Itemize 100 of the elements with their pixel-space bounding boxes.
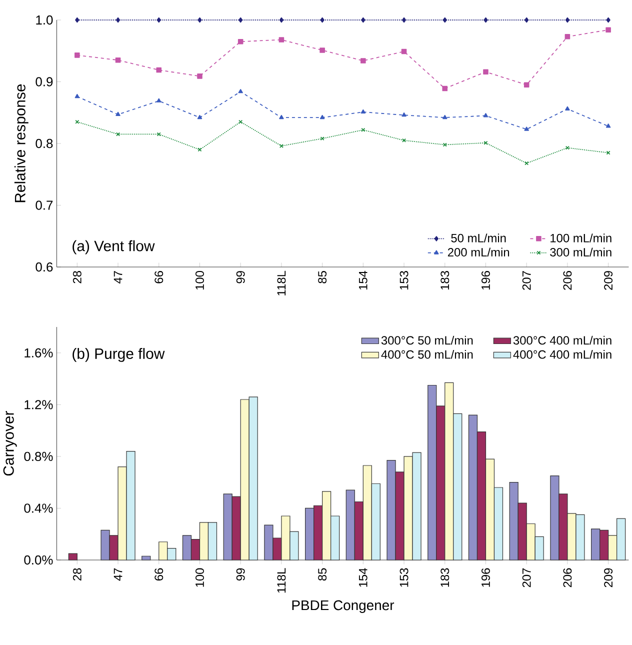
y-tick-label: 0.4% (24, 504, 53, 513)
x-tick-label: 207 (522, 568, 531, 588)
point (606, 150, 610, 155)
x-tick-label: 206 (563, 271, 572, 290)
bar (142, 556, 151, 560)
point (442, 17, 448, 23)
point (361, 17, 366, 23)
point (402, 112, 406, 117)
y-tick-label: 0.9 (36, 77, 53, 86)
x-tick-label: 118L (277, 270, 286, 296)
point (524, 82, 530, 88)
x-tick-label: 207 (522, 271, 531, 290)
point (74, 52, 80, 58)
x-tick-label: 47 (114, 271, 122, 284)
y-tick-label: 1.2% (24, 400, 53, 410)
point (74, 94, 80, 98)
y-tick-label: 0.7 (36, 200, 53, 210)
x-axis-title: PBDE Congener (292, 600, 394, 613)
x-tick-label: 153 (400, 271, 408, 290)
point (116, 112, 120, 116)
x-tick-label: 85 (318, 271, 327, 284)
point (402, 17, 406, 23)
x-tick-label: 183 (440, 568, 450, 587)
x-tick-label: 196 (482, 568, 490, 587)
point (524, 126, 530, 131)
point (320, 48, 326, 53)
x-tick-label: 85 (318, 568, 327, 581)
point (565, 106, 570, 110)
point (198, 114, 202, 120)
point (565, 17, 570, 23)
legend-label: 200 mL/min (448, 248, 510, 256)
legend-label: 400°C 400 mL/min (513, 350, 612, 359)
point (606, 124, 611, 128)
point (442, 114, 448, 120)
annotation: (b) Purge flow (72, 348, 165, 362)
y-tick-label: 0.6 (36, 262, 53, 272)
point (402, 138, 406, 142)
point (116, 17, 120, 23)
point (320, 114, 325, 120)
point (360, 109, 366, 114)
point (606, 27, 612, 33)
annotation: (a) Vent flow (72, 240, 155, 254)
point (238, 17, 243, 23)
point (238, 120, 243, 124)
point (238, 88, 244, 94)
legend-label: 50 mL/min (451, 234, 506, 242)
y-axis-title: Relative response (14, 84, 28, 202)
x-tick-label: 28 (73, 568, 82, 580)
x-tick-label: 196 (482, 271, 490, 290)
point (279, 114, 284, 120)
point (156, 98, 162, 102)
x-tick-label: 66 (154, 271, 164, 284)
x-tick-label: 209 (604, 271, 613, 290)
point (116, 57, 121, 63)
legend-label: 300°C 400 mL/min (514, 336, 612, 345)
point (606, 17, 611, 23)
point (483, 69, 489, 75)
y-tick-label: 0.8% (24, 452, 53, 462)
x-tick-label: 118L (277, 568, 286, 593)
x-tick-label: 99 (236, 271, 245, 284)
point (197, 74, 203, 79)
point (320, 17, 325, 23)
point (484, 17, 488, 23)
point (198, 17, 202, 23)
x-tick-label: 28 (73, 271, 82, 284)
legend-label: 100 mL/min (550, 234, 612, 242)
x-tick-label: 206 (563, 568, 572, 588)
x-tick-label: 47 (114, 568, 122, 581)
legend-label: 300°C 50 mL/min (382, 336, 473, 345)
point (484, 113, 488, 118)
point (360, 58, 366, 64)
point (402, 48, 407, 54)
point (524, 17, 529, 23)
legend-label: 400°C 50 mL/min (381, 350, 473, 359)
x-tick-label: 99 (236, 568, 245, 581)
x-tick-label: 154 (359, 568, 368, 587)
point (75, 120, 80, 124)
x-tick-label: 183 (440, 271, 450, 290)
x-tick-label: 153 (400, 568, 408, 587)
point (238, 38, 244, 44)
point (280, 144, 284, 148)
y-tick-label: 1.6% (24, 348, 53, 358)
point (442, 86, 448, 92)
point (75, 17, 80, 23)
y-axis-title: Carryover (3, 410, 17, 476)
x-tick-label: 154 (359, 270, 368, 290)
point (198, 148, 202, 152)
x-tick-label: 66 (154, 568, 164, 580)
y-tick-label: 0.0% (24, 555, 53, 565)
legend-label: 300 mL/min (550, 248, 612, 256)
x-tick-label: 209 (604, 568, 613, 588)
x-tick-label: 100 (196, 270, 204, 290)
x-tick-label: 100 (196, 568, 204, 587)
point (156, 67, 162, 73)
point (156, 17, 162, 23)
point (278, 37, 284, 42)
point (361, 128, 366, 132)
bar (68, 553, 78, 560)
point (279, 17, 284, 23)
point (564, 34, 570, 40)
